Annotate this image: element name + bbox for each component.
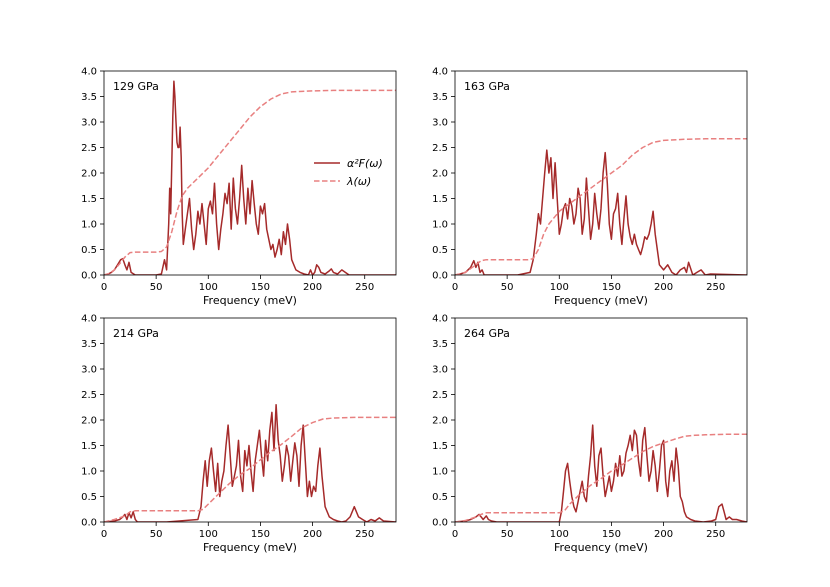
- x-tick-label: 100: [550, 529, 569, 540]
- a2f-series-line-4: [455, 424, 747, 522]
- y-tick-label: 2.0: [81, 169, 97, 180]
- y-tick-label: 2.0: [81, 416, 97, 427]
- x-tick-label: 0: [101, 529, 107, 540]
- x-axis-label: Frequency (meV): [554, 294, 648, 307]
- lambda-series-line-1: [104, 89, 396, 275]
- a2f-series-line-1: [104, 80, 396, 275]
- pressure-label: 163 GPa: [464, 80, 510, 93]
- y-tick-label: 0.5: [432, 245, 448, 256]
- x-tick-label: 150: [251, 529, 270, 540]
- x-tick-label: 0: [101, 282, 107, 293]
- axes-frame-4: [454, 317, 748, 523]
- x-tick-label: 200: [654, 529, 673, 540]
- y-tick-label: 0.0: [432, 271, 448, 282]
- y-tick-label: 1.5: [432, 441, 448, 452]
- chart-panel-1: 0 50 100 150 200 250 0.0 0.5 1.0 1.5 2.0 2.5 3.0 3.5 4…: [81, 67, 397, 307]
- y-tick-label: 3.5: [81, 92, 97, 103]
- chart-panel-2: 0 50 100 150 200 250 0.0 0.5 1.0 1.5 2.0 2.5 3.0 3.5 4…: [432, 67, 748, 307]
- a2f-series-line-3: [104, 403, 396, 522]
- pressure-label: 264 GPa: [464, 327, 510, 340]
- y-tick-label: 3.0: [432, 118, 448, 129]
- x-tick-label: 250: [355, 282, 374, 293]
- x-tick-label: 150: [602, 282, 621, 293]
- lambda-series-line-3: [104, 416, 396, 522]
- x-tick-label: 200: [303, 529, 322, 540]
- y-tick-label: 0.0: [432, 518, 448, 529]
- y-tick-label: 1.0: [432, 220, 448, 231]
- y-tick-label: 0.5: [81, 245, 97, 256]
- chart-panel-4: 0 50 100 150 200 250 0.0 0.5 1.0 1.5 2.0 2.5 3.0 3.5 4…: [432, 314, 748, 554]
- pressure-label: 129 GPa: [113, 80, 159, 93]
- y-tick-label: 2.0: [432, 169, 448, 180]
- x-axis-label: Frequency (meV): [203, 294, 297, 307]
- y-tick-label: 2.5: [81, 390, 97, 401]
- x-tick-label: 250: [706, 529, 725, 540]
- y-tick-label: 2.5: [81, 143, 97, 154]
- legend: α²F(ω) λ(ω): [314, 157, 383, 188]
- chart-panel-3: 0 50 100 150 200 250 0.0 0.5 1.0 1.5 2.0 2.5 3.0 3.5 4…: [81, 314, 397, 554]
- y-tick-label: 2.5: [432, 143, 448, 154]
- x-tick-label: 50: [150, 282, 163, 293]
- x-tick-label: 0: [452, 529, 458, 540]
- x-axis-label: Frequency (meV): [203, 541, 297, 554]
- x-tick-label: 50: [501, 529, 514, 540]
- x-tick-label: 250: [355, 529, 374, 540]
- y-tick-label: 4.0: [432, 67, 448, 78]
- x-axis-label: Frequency (meV): [554, 541, 648, 554]
- pressure-label: 214 GPa: [113, 327, 159, 340]
- y-tick-label: 4.0: [81, 67, 97, 78]
- y-tick-label: 0.0: [81, 518, 97, 529]
- y-tick-label: 3.0: [81, 365, 97, 376]
- x-tick-label: 0: [452, 282, 458, 293]
- x-tick-label: 150: [602, 529, 621, 540]
- axes-frame-1: [103, 70, 397, 276]
- y-tick-label: 1.5: [81, 441, 97, 452]
- x-tick-label: 200: [303, 282, 322, 293]
- y-tick-label: 1.5: [432, 194, 448, 205]
- x-tick-label: 200: [654, 282, 673, 293]
- y-tick-label: 4.0: [432, 314, 448, 325]
- y-tick-label: 1.0: [81, 220, 97, 231]
- x-tick-label: 50: [501, 282, 514, 293]
- legend-lambda-label: λ(ω): [346, 175, 371, 188]
- x-tick-label: 100: [550, 282, 569, 293]
- x-tick-label: 100: [199, 529, 218, 540]
- y-tick-label: 3.5: [432, 339, 448, 350]
- y-tick-label: 0.5: [81, 492, 97, 503]
- y-tick-label: 3.5: [81, 339, 97, 350]
- y-tick-label: 3.0: [432, 365, 448, 376]
- y-tick-label: 2.5: [432, 390, 448, 401]
- lambda-series-line-2: [455, 138, 747, 275]
- x-tick-label: 150: [251, 282, 270, 293]
- y-tick-label: 4.0: [81, 314, 97, 325]
- y-tick-label: 0.5: [432, 492, 448, 503]
- y-tick-label: 1.0: [432, 467, 448, 478]
- y-tick-label: 1.5: [81, 194, 97, 205]
- y-tick-label: 1.0: [81, 467, 97, 478]
- y-tick-label: 2.0: [432, 416, 448, 427]
- y-tick-label: 3.0: [81, 118, 97, 129]
- x-tick-label: 100: [199, 282, 218, 293]
- y-tick-label: 3.5: [432, 92, 448, 103]
- lambda-series-line-4: [455, 433, 747, 522]
- axes-frame-3: [103, 317, 397, 523]
- x-tick-label: 250: [706, 282, 725, 293]
- axes-frame-2: [454, 70, 748, 276]
- x-tick-label: 50: [150, 529, 163, 540]
- a2f-series-line-2: [455, 149, 747, 275]
- legend-a2f-label: α²F(ω): [347, 157, 383, 170]
- y-tick-label: 0.0: [81, 271, 97, 282]
